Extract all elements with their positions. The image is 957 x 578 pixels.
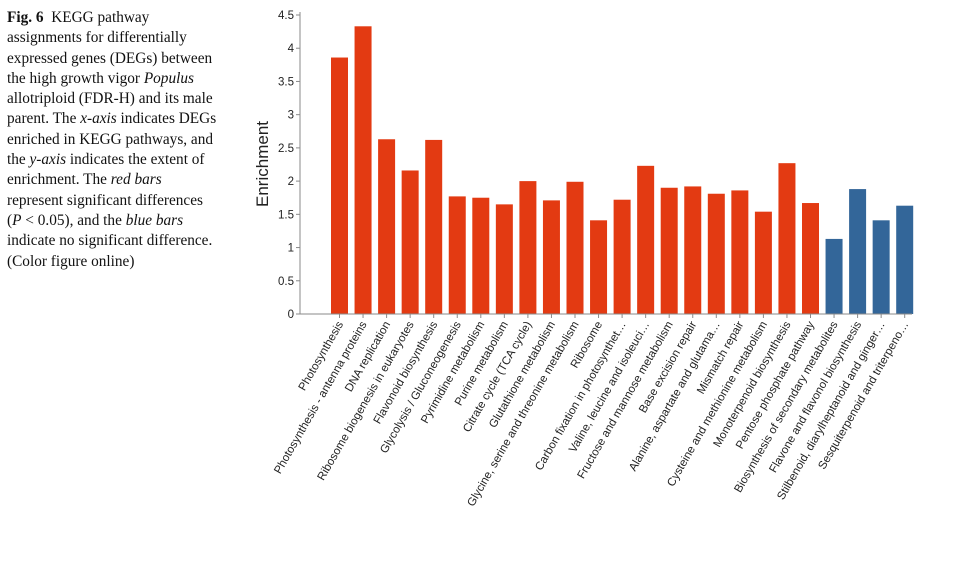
bar [825,238,843,314]
bar [542,200,560,314]
bar [731,190,749,314]
x-tick-label: Photosynthesis - antenna proteins [272,319,369,476]
caption-text: indicates the extent of enrichment. The [7,151,205,189]
y-tick-label: 2 [288,176,294,188]
bar [849,189,867,314]
y-tick-label: 1.5 [278,209,294,221]
bar [354,26,372,314]
y-tick-label: 3.5 [278,76,294,88]
y-tick-label: 2.5 [278,143,294,155]
caption-italic: x-axis [80,110,117,128]
y-axis-label: Enrichment [253,121,272,207]
bar [331,57,348,314]
bars [331,26,914,314]
bar [566,181,584,314]
bar [802,203,819,314]
caption-italic: y-axis [29,151,67,169]
caption-italic: blue bars [125,211,184,229]
caption-italic: red bars [110,171,162,189]
bar [378,139,396,314]
bar [872,220,890,314]
bar [896,205,914,314]
bar [495,204,513,314]
y-tick-label: 3 [288,110,294,122]
caption-text: indicate no significant difference. (Col… [7,232,213,270]
y-tick-label: 0 [288,309,294,321]
bar [684,186,702,314]
caption-italic: P [12,211,22,229]
bar [637,165,655,314]
bar [519,181,537,314]
bar [425,139,443,314]
bar [590,220,608,314]
bar [707,193,725,314]
bar [472,197,490,314]
caption-italic: Populus [143,69,194,87]
y-tick-label: 0.5 [278,276,294,288]
y-axis-ticks: 0 0.5 1 1.5 2 2.5 3 3.5 4 4.5 [278,10,300,321]
y-tick-label: 4 [288,43,295,55]
bar [754,211,772,314]
caption-text: < 0.05), and the [21,211,126,229]
caption-text: KEGG pathway assignments for differentia… [7,9,213,87]
figure-caption: Fig. 6 KEGG pathway assignments for diff… [7,8,217,272]
caption-text: allotriploid (FDR-H) and its male parent… [7,90,213,128]
caption-text: indicates DEGs enriched in KEGG pathways… [7,110,217,169]
y-tick-label: 4.5 [278,10,294,22]
bar [660,187,678,314]
bar [613,199,631,314]
caption-text: represent significant differences ( [7,191,203,229]
bar [778,163,796,314]
y-tick-label: 1 [288,243,294,255]
bar [401,170,419,314]
bar [448,196,466,314]
figure-label: Fig. 6 [7,9,44,26]
